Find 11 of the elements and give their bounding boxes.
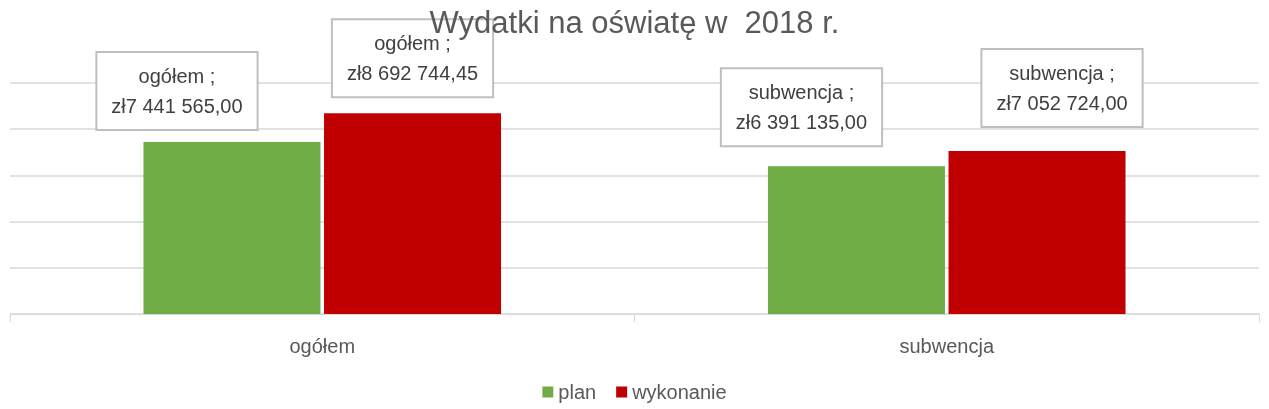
bar — [324, 113, 502, 314]
data-label: subwencja ; zł7 052 724,00 — [996, 62, 1128, 115]
x-tick-label: ogółem — [289, 335, 356, 357]
bar — [767, 166, 945, 314]
bar — [143, 142, 321, 314]
data-label: subwencja ; zł6 391 135,00 — [735, 81, 868, 134]
x-tick-label: subwencja — [899, 335, 995, 357]
legend-label: plan — [558, 381, 597, 403]
legend-label: wykonanie — [631, 381, 727, 403]
data-label: ogółem ; zł7 441 565,00 — [111, 65, 243, 118]
bar — [948, 151, 1126, 314]
